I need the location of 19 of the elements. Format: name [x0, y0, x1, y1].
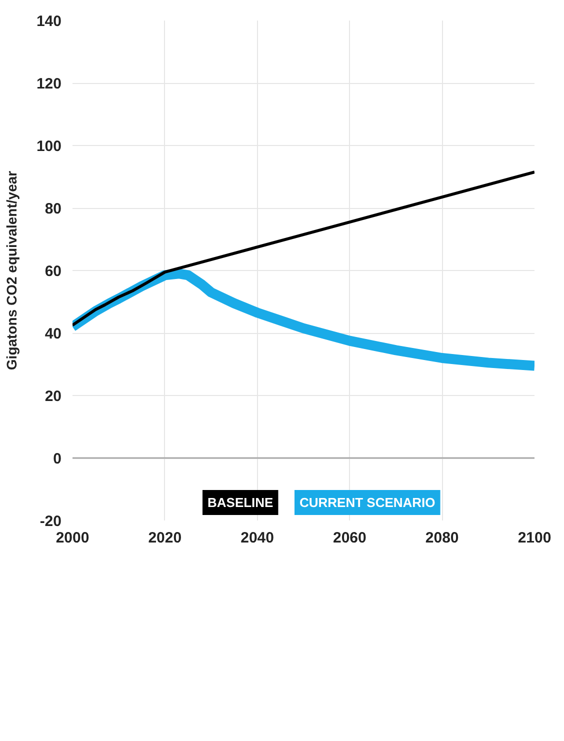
- x-tick-label: 2000: [56, 530, 90, 546]
- y-tick-label: 140: [36, 13, 62, 30]
- x-tick-label: 2020: [148, 530, 182, 546]
- y-tick-label: 20: [44, 388, 62, 405]
- y-tick-label: -20: [40, 513, 62, 530]
- y-tick-label: 80: [44, 200, 62, 218]
- line-series: [72, 170, 534, 327]
- y-tick-label: 120: [36, 76, 62, 92]
- x-tick-label: 2100: [518, 530, 552, 546]
- y-tick-label: 0: [53, 450, 62, 468]
- x-tick-label: 2080: [425, 530, 459, 546]
- x-tick-label: 2060: [333, 530, 366, 546]
- y-tick-label: 40: [44, 326, 62, 342]
- x-tick-label: 2040: [240, 530, 274, 546]
- y-axis-title: Gigatons CO2 equivalent/year: [3, 170, 20, 370]
- text: BASELINE: [208, 495, 274, 510]
- text: CURRENT SCENARIO: [300, 495, 436, 510]
- y-tick-label: 60: [44, 263, 62, 280]
- y-tick-label: 100: [36, 138, 62, 155]
